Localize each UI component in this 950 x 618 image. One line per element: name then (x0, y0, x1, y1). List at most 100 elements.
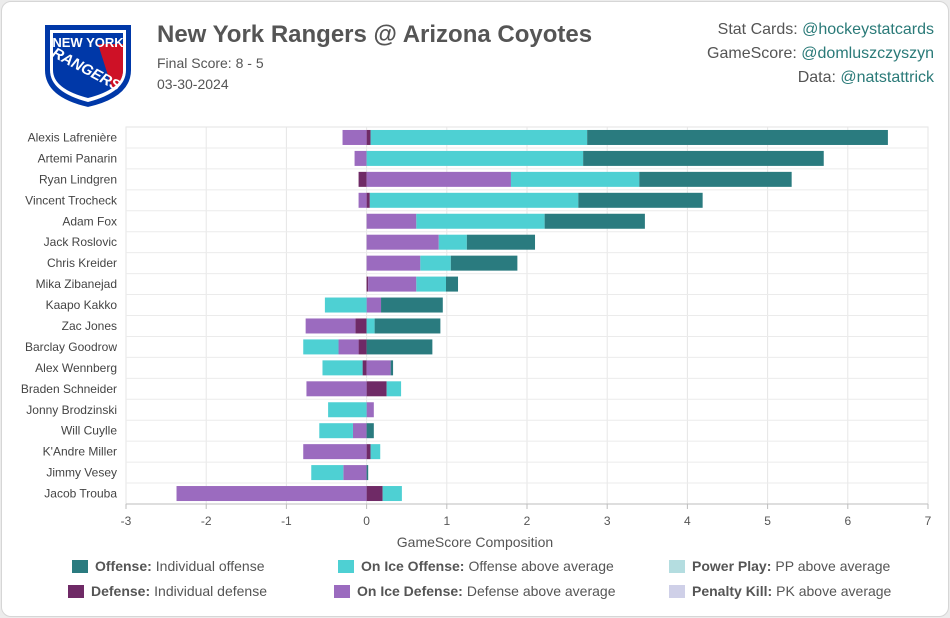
bar-defense (366, 444, 371, 460)
bar-onice-defense (366, 402, 374, 418)
bar-offense (587, 129, 888, 145)
bar-onice-defense (352, 423, 367, 439)
chart-title: New York Rangers @ Arizona Coyotes (157, 21, 593, 48)
rangers-logo: NEW YORK RANGERS (43, 23, 133, 110)
legend-swatch (334, 584, 350, 598)
legend-category: Defense: (91, 583, 151, 599)
bar-onice-offense (324, 297, 367, 313)
bar-onice-defense (354, 150, 367, 166)
bar-onice-offense (322, 360, 363, 376)
x-tick-label: -1 (281, 514, 292, 528)
bar-offense (578, 192, 703, 208)
legend-category: Penalty Kill: (692, 583, 773, 599)
bar-onice-offense (311, 465, 344, 481)
legend-description: Individual defense (154, 583, 268, 599)
player-name-label: Alex Wennberg (35, 361, 117, 375)
bar-onice-offense (510, 171, 640, 187)
bar-offense (445, 276, 459, 292)
legend-swatch (72, 559, 88, 573)
legend-item-penaltykill: Penalty Kill: PK above average (669, 583, 891, 599)
bar-onice-defense (366, 213, 417, 229)
player-name-label: Mika Zibanejad (36, 277, 117, 291)
bar-onice-defense (176, 486, 367, 502)
bar-offense (390, 360, 394, 376)
legend-description: PP above average (775, 558, 891, 574)
player-name-label: K'Andre Miller (43, 445, 117, 459)
bar-onice-offense (420, 255, 451, 271)
player-name-label: Jacob Trouba (44, 487, 117, 501)
player-name-label: Will Cuylle (61, 424, 117, 438)
bar-offense (366, 423, 374, 439)
bar-onice-defense (358, 192, 367, 208)
bar-onice-offense (382, 486, 402, 502)
bar-onice-offense (386, 381, 402, 397)
bar-onice-offense (369, 192, 579, 208)
bar-onice-defense (366, 255, 421, 271)
bar-onice-offense (303, 339, 339, 355)
credit-handle-link[interactable]: @domluszczyszyn (801, 45, 934, 62)
bar-defense (355, 318, 367, 334)
credit-gamescore: GameScore: @domluszczyszyn (707, 45, 934, 62)
bar-onice-defense (366, 171, 511, 187)
x-tick-label: 3 (604, 514, 611, 528)
bar-onice-defense (342, 129, 367, 145)
player-name-label: Adam Fox (62, 214, 117, 228)
legend-category: On Ice Offense: (361, 558, 465, 574)
bar-onice-offense (328, 402, 367, 418)
bar-onice-defense (305, 318, 356, 334)
legend-item-powerplay: Power Play: PP above average (669, 558, 890, 574)
bar-onice-offense (416, 213, 545, 229)
x-tick-label: 2 (524, 514, 531, 528)
legend-item-offense: Offense: Individual offense (72, 558, 265, 574)
player-name-label: Alexis Lafrenière (28, 130, 118, 144)
credits: Stat Cards: @hockeystatcards GameScore: … (707, 18, 934, 90)
bar-defense (366, 192, 370, 208)
logo-text-top: NEW YORK (52, 35, 124, 50)
legend-item-defense: Defense: Individual defense (68, 583, 267, 599)
legend-category: On Ice Defense: (357, 583, 463, 599)
bar-defense (366, 381, 387, 397)
player-name-label: Jonny Brodzinski (26, 403, 117, 417)
bar-offense (450, 255, 518, 271)
x-tick-label: 7 (925, 514, 932, 528)
bar-defense (366, 276, 369, 292)
bar-onice-defense (306, 381, 367, 397)
bar-onice-defense (338, 339, 359, 355)
legend-description: Individual offense (155, 558, 265, 574)
x-tick-label: 0 (363, 514, 370, 528)
bar-defense (366, 129, 371, 145)
bar-onice-defense (366, 234, 439, 250)
bar-onice-offense (438, 234, 467, 250)
legend-description: Offense above average (468, 558, 614, 574)
bar-offense (466, 234, 536, 250)
player-name-label: Ryan Lindgren (39, 172, 117, 186)
x-tick-label: 1 (443, 514, 450, 528)
bar-onice-defense (366, 360, 391, 376)
bar-onice-offense (366, 150, 584, 166)
legend-swatch (669, 584, 685, 598)
x-tick-label: 4 (684, 514, 691, 528)
game-date: 03-30-2024 (157, 76, 229, 92)
player-name-label: Artemi Panarin (38, 151, 117, 165)
bar-onice-defense (343, 465, 367, 481)
bar-offense (381, 297, 443, 313)
legend-swatch (68, 584, 84, 598)
bar-onice-offense (370, 129, 588, 145)
bar-onice-offense (370, 444, 381, 460)
legend-category: Power Play: (692, 558, 772, 574)
credit-handle-link[interactable]: @hockeystatcards (802, 21, 934, 38)
bar-offense (639, 171, 792, 187)
player-name-label: Barclay Goodrow (25, 340, 117, 354)
player-name-label: Jimmy Vesey (46, 466, 117, 480)
x-tick-label: 5 (764, 514, 771, 528)
bar-offense (366, 465, 369, 481)
legend-description: PK above average (776, 583, 892, 599)
x-tick-label: -2 (201, 514, 212, 528)
final-score: Final Score: 8 - 5 (157, 55, 264, 71)
bar-onice-offense (319, 423, 353, 439)
bar-onice-offense (416, 276, 446, 292)
credit-handle-link[interactable]: @natstattrick (840, 69, 934, 86)
bar-offense (366, 339, 433, 355)
